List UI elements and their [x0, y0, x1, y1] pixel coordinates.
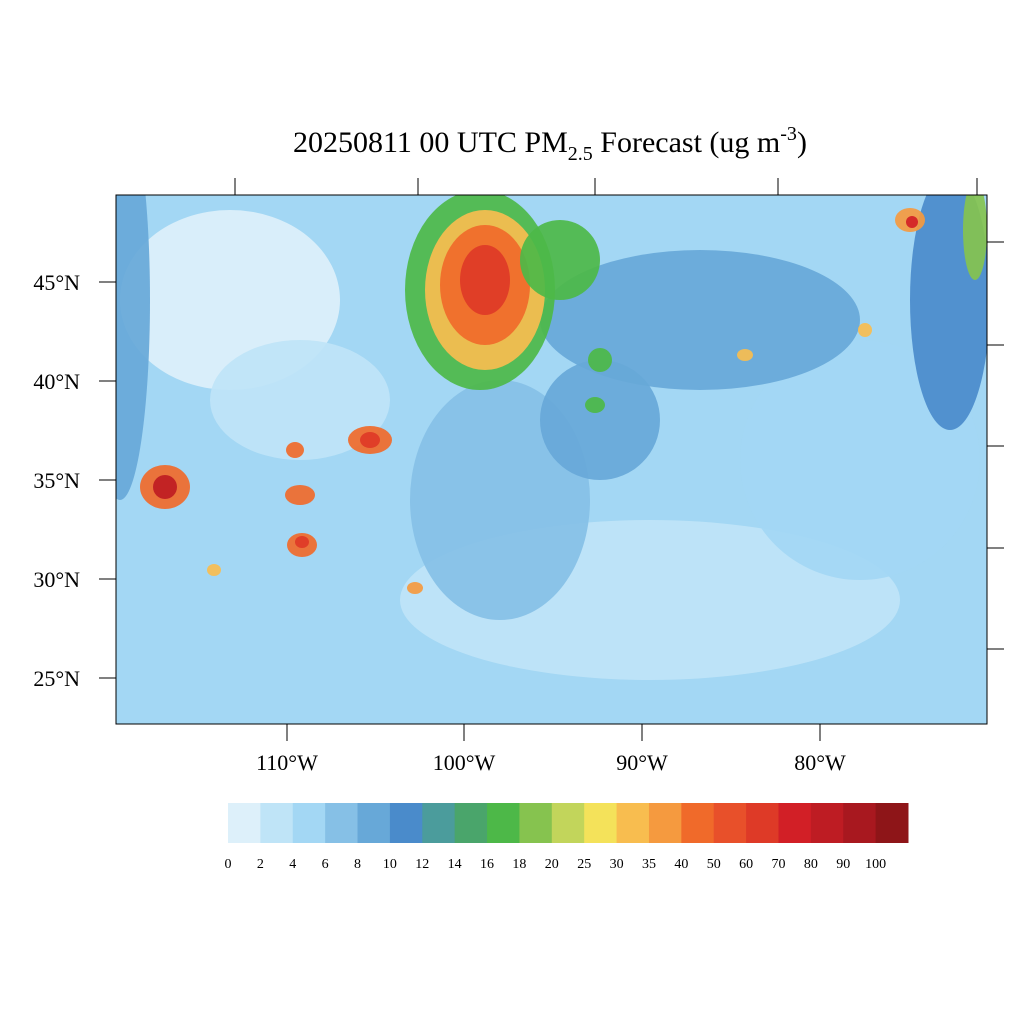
pm-region	[116, 195, 150, 500]
pm-region	[740, 340, 980, 580]
colorbar-label: 90	[836, 857, 850, 872]
pm-region	[285, 485, 315, 505]
pm-field	[116, 195, 987, 724]
colorbar-label: 12	[415, 857, 429, 872]
map-frame	[115, 194, 988, 725]
colorbar-label: 35	[642, 857, 656, 872]
pm-region	[153, 475, 177, 499]
colorbar-swatch	[487, 803, 520, 843]
pm-region	[963, 195, 987, 280]
colorbar-swatch	[875, 803, 909, 843]
lat-label: 35°N	[33, 468, 80, 493]
colorbar-swatch	[778, 803, 812, 843]
pm-region	[295, 536, 309, 548]
pm-region	[210, 340, 390, 460]
colorbar-label: 14	[448, 857, 462, 872]
title-rest: Forecast (ug m	[593, 126, 780, 159]
pm-region	[520, 220, 600, 300]
title-sub: 2.5	[568, 143, 593, 165]
colorbar-label: 2	[257, 857, 264, 872]
colorbar-label: 18	[512, 857, 526, 872]
lon-label: 110°W	[256, 750, 318, 775]
colorbar-label: 50	[707, 857, 721, 872]
pm-region	[737, 349, 753, 361]
colorbar-label: 80	[804, 857, 818, 872]
colorbar-swatch	[648, 803, 682, 843]
colorbar-label: 70	[771, 857, 785, 872]
pm-region	[585, 397, 605, 413]
lat-label: 40°N	[33, 369, 80, 394]
title-end: )	[797, 126, 807, 159]
colorbar-swatch	[519, 803, 553, 843]
colorbar-label: 30	[610, 857, 624, 872]
colorbar-swatch	[292, 803, 326, 843]
colorbar-swatch	[454, 803, 488, 843]
pm-region	[360, 432, 380, 448]
colorbar-swatch	[810, 803, 844, 843]
colorbar-swatch	[584, 803, 618, 843]
colorbar-swatch	[843, 803, 877, 843]
colorbar-swatch	[616, 803, 650, 843]
colorbar-label: 0	[225, 857, 232, 872]
colorbar-label: 100	[865, 857, 886, 872]
colorbar-swatch	[389, 803, 423, 843]
colorbar-label: 60	[739, 857, 753, 872]
colorbar-label: 6	[322, 857, 329, 872]
lat-label: 45°N	[33, 270, 80, 295]
colorbar-label: 10	[383, 857, 397, 872]
lat-label: 25°N	[33, 666, 80, 691]
pm-region	[460, 245, 510, 315]
pm-region	[588, 348, 612, 372]
colorbar-label: 20	[545, 857, 559, 872]
pm-region	[858, 323, 872, 337]
title-sup: -3	[780, 123, 797, 145]
colorbar-label: 25	[577, 857, 591, 872]
title: 20250811 00 UTC PM2.5 Forecast (ug m-3)	[293, 123, 807, 165]
colorbar-swatch	[422, 803, 456, 843]
pm-region	[286, 442, 304, 458]
pm-region	[906, 216, 918, 228]
colorbar-label: 40	[674, 857, 688, 872]
colorbar-label: 16	[480, 857, 494, 872]
lon-label: 100°W	[433, 750, 496, 775]
pm-region	[207, 564, 221, 576]
colorbar-swatch	[260, 803, 294, 843]
colorbar-label: 8	[354, 857, 361, 872]
pm-region	[407, 582, 423, 594]
title-main: 20250811 00 UTC PM	[293, 126, 568, 159]
lon-label: 80°W	[794, 750, 846, 775]
colorbar-swatch	[713, 803, 747, 843]
pm-region	[540, 250, 860, 390]
colorbar-swatch	[681, 803, 715, 843]
colorbar-swatch	[551, 803, 585, 843]
colorbar-label: 4	[289, 857, 296, 872]
pm-region	[540, 360, 660, 480]
colorbar-swatch	[325, 803, 359, 843]
lat-label: 30°N	[33, 567, 80, 592]
colorbar-swatch	[228, 803, 261, 843]
colorbar-swatch	[357, 803, 391, 843]
lon-label: 90°W	[616, 750, 668, 775]
colorbar-swatch	[746, 803, 779, 843]
